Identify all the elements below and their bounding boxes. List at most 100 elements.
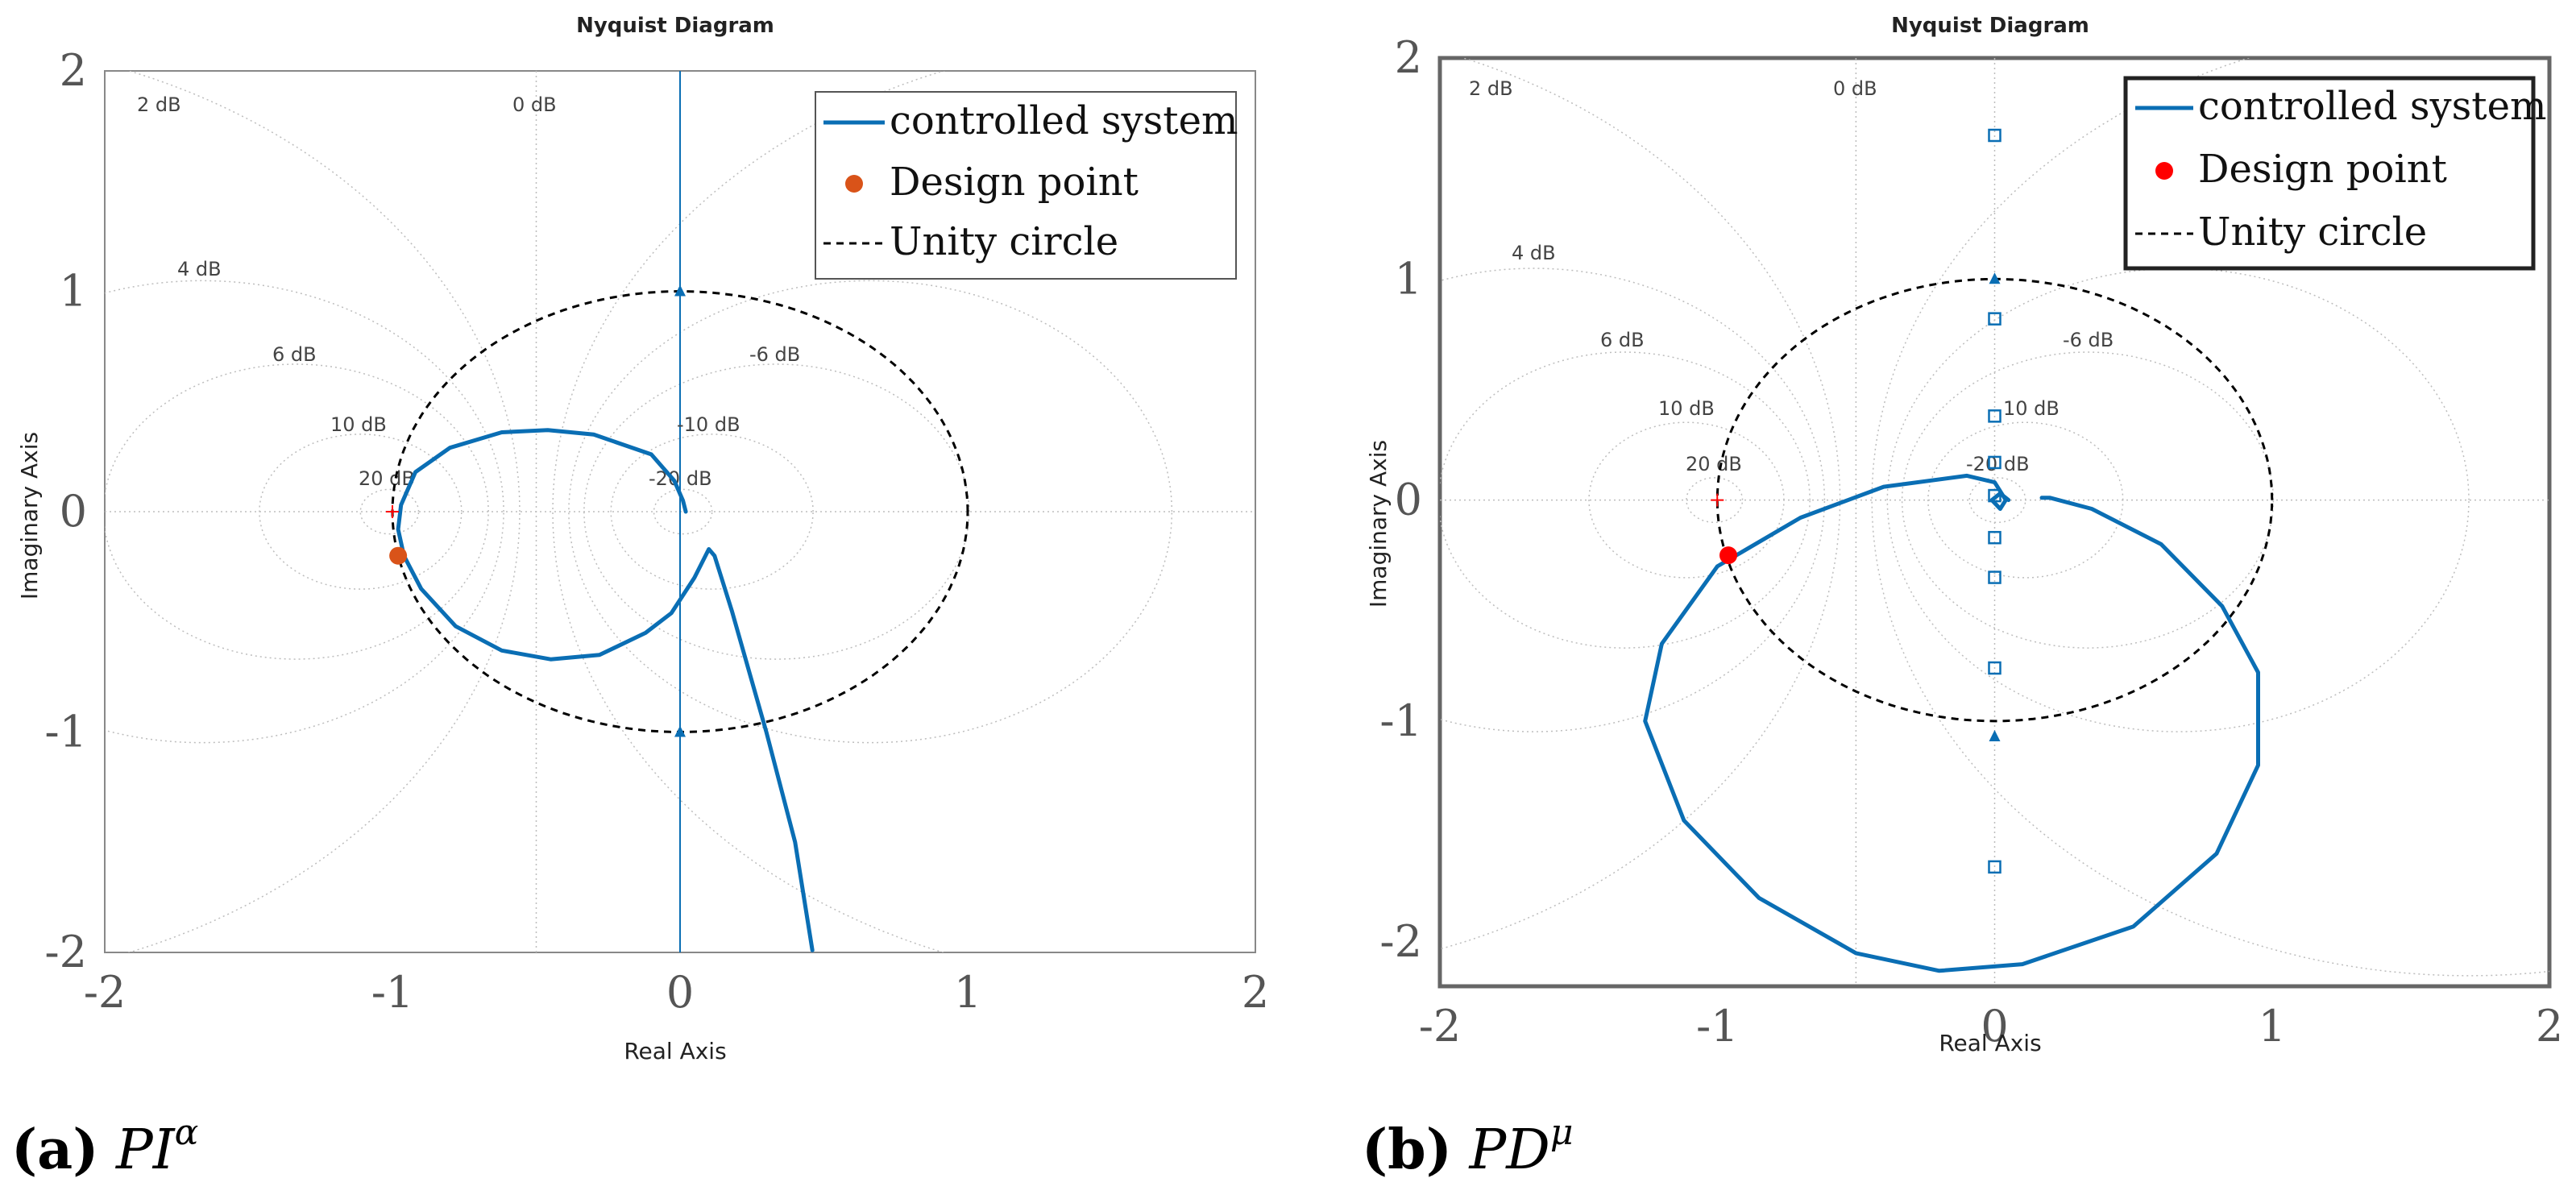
caption-a-sup: α	[174, 1112, 199, 1153]
legend-box-b	[2123, 76, 2536, 271]
y-tick-label: 1	[1395, 253, 1422, 304]
legend-a: controlled system Design point Unity cir…	[815, 91, 1238, 280]
x-tick-label: -1	[1696, 1001, 1739, 1052]
y-tick-label: -1	[1379, 695, 1422, 746]
legend-marker-design-b	[2155, 162, 2173, 180]
db-label-2: 2 dB	[137, 93, 181, 116]
m-circle-1	[1440, 268, 1826, 732]
m-circle-9	[1968, 477, 2026, 524]
y-tick-label: 0	[60, 486, 87, 537]
m-circle-3	[1588, 421, 1785, 579]
legend-label-design-b: Design point	[2198, 147, 2447, 192]
legend-label-unity-a: Unity circle	[890, 219, 1118, 264]
xlabel-b: Real Axis	[1939, 1030, 2041, 1056]
db-label-m6: -6 dB	[749, 343, 800, 366]
db-label-4: 4 dB	[1512, 242, 1556, 264]
m-circle-8	[610, 434, 814, 590]
imag-axis-triangle	[674, 284, 686, 297]
db-label-0: 0 dB	[512, 93, 557, 116]
db-label-4: 4 dB	[177, 258, 222, 280]
db-label-m6: -6 dB	[2063, 329, 2113, 351]
y-tick-label: -2	[44, 927, 87, 977]
imag-axis-squares-b	[1988, 128, 2001, 874]
m-circle-8	[1927, 421, 2124, 579]
m-circle-0	[127, 71, 521, 952]
db-label-m20: -20 dB	[649, 467, 712, 490]
legend-marker-design-a	[845, 175, 863, 193]
imag-axis-square	[1988, 860, 2001, 874]
nyquist-chart-b: Nyquist Diagram -2 -1 0 1 2 -2 -1 0 1 2 2 dB 4 dB…	[1365, 14, 2563, 1056]
ylabel-b: Imaginary Axis	[1365, 440, 1392, 608]
caption-a: (a) PIα	[11, 1112, 198, 1182]
y-tick-label: 2	[60, 45, 87, 96]
m-circle-7	[583, 363, 970, 660]
db-label-6: 6 dB	[272, 343, 317, 366]
imag-axis-square	[1988, 488, 2001, 503]
x-tick-label: -2	[1419, 1001, 1462, 1052]
nyquist-chart-a: Nyquist Diagram -2 -1 0 1 2 -2 -1 0 1 2 2 dB 4 dB…	[16, 14, 1269, 1064]
db-label-6: 6 dB	[1600, 329, 1645, 351]
x-tick-label: -1	[371, 967, 414, 1018]
imag-axis-markers-b	[1989, 272, 2001, 742]
ylabel-a: Imaginary Axis	[16, 432, 43, 600]
db-label-m10: -10 dB	[677, 413, 740, 436]
legend-b: controlled system Design point Unity cir…	[2123, 76, 2547, 271]
x-tick-label: 0	[1981, 1001, 2008, 1052]
db-label-10b: 10 dB	[2003, 397, 2060, 420]
imag-axis-square	[1988, 128, 2001, 143]
m-circle-4	[359, 488, 420, 535]
imag-axis-square	[1988, 455, 2001, 470]
legend-label-design-a: Design point	[890, 160, 1139, 205]
db-label-20: 20 dB	[359, 467, 415, 490]
chart-title-a: Nyquist Diagram	[576, 14, 774, 38]
x-tick-label: -2	[84, 967, 127, 1018]
imag-axis-square	[1988, 409, 2001, 423]
y-tick-label: 2	[1395, 32, 1422, 83]
x-tick-label: 0	[666, 967, 694, 1018]
caption-a-var: PI	[116, 1118, 175, 1182]
db-label-0: 0 dB	[1833, 77, 1877, 100]
legend-label-unity-b: Unity circle	[2198, 210, 2427, 255]
db-label-10: 10 dB	[330, 413, 387, 436]
xlabel-a: Real Axis	[624, 1038, 726, 1064]
caption-b-var: PD	[1469, 1118, 1550, 1182]
imag-axis-markers-a	[674, 284, 686, 737]
x-tick-label: 2	[2536, 1001, 2563, 1052]
db-label-20: 20 dB	[1686, 453, 1742, 475]
legend-box-a	[815, 91, 1237, 280]
x-tick-label: 2	[1242, 967, 1269, 1018]
db-labels-b: 2 dB 4 dB 6 dB 10 dB 20 dB 0 dB -6 dB 10…	[1469, 77, 2113, 475]
db-labels-a: 2 dB 4 dB 6 dB 10 dB 20 dB 0 dB -6 dB -1…	[137, 93, 800, 490]
axes-b: -2 -1 0 1 2 -2 -1 0 1 2	[1379, 32, 2563, 1052]
caption-a-label: (a)	[11, 1118, 99, 1182]
m-circle-grid-b	[1440, 58, 2549, 986]
y-tick-label: 0	[1395, 475, 1422, 525]
y-tick-label: -1	[44, 707, 87, 757]
caption-b-label: (b)	[1362, 1118, 1452, 1182]
m-circle-4	[1686, 477, 1744, 524]
imag-axis-triangle	[1989, 272, 2001, 284]
imag-axis-square	[1988, 570, 2001, 584]
m-circle-3	[259, 434, 463, 590]
imag-axis-square	[1988, 661, 2001, 675]
imag-axis-square	[1988, 530, 2001, 545]
caption-b: (b) PDμ	[1362, 1112, 1573, 1182]
y-tick-label: -2	[1379, 916, 1422, 967]
m-circle-6	[1886, 268, 2470, 732]
critical-point-a	[386, 505, 399, 518]
legend-label-controlled-a: controlled system	[890, 98, 1238, 143]
design-point-a	[389, 546, 408, 565]
unity-circle-b	[1715, 277, 2274, 723]
critical-point-b	[1711, 493, 1724, 507]
design-point-b	[1719, 546, 1738, 565]
controlled-system-curve-a	[396, 428, 815, 952]
axes-a: -2 -1 0 1 2 -2 -1 0 1 2	[44, 45, 1269, 1018]
m-circle-2	[105, 363, 489, 660]
m-circle-0	[1440, 58, 1841, 950]
y-tick-label: 1	[60, 266, 87, 317]
imag-axis-triangle	[1989, 730, 2001, 742]
db-label-10: 10 dB	[1658, 397, 1715, 420]
imag-axis-triangle	[674, 725, 686, 737]
legend-label-controlled-b: controlled system	[2198, 84, 2547, 129]
